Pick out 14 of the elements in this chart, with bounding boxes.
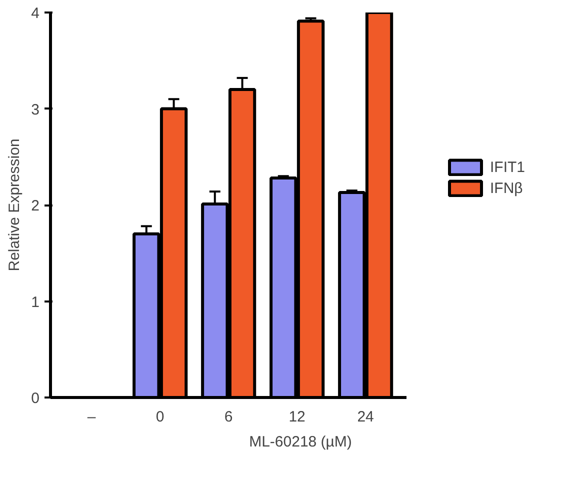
legend-label: IFNβ (490, 180, 523, 196)
y-axis-title: Relative Expression (6, 138, 24, 272)
x-tick-label: 6 (224, 408, 233, 426)
legend-label: IFIT1 (490, 158, 526, 176)
x-tick-label: 12 (288, 408, 306, 426)
x-tick-label: – (87, 408, 96, 426)
y-tick-label: 0 (31, 390, 40, 407)
y-tick-label: 1 (31, 294, 40, 311)
x-axis-title: ML-60218 (µM) (249, 434, 352, 450)
y-tick-label: 2 (31, 198, 40, 214)
x-tick-label: 0 (156, 408, 164, 426)
x-tick-label: 24 (357, 408, 374, 426)
y-tick-label: 4 (31, 5, 40, 22)
y-tick-label: 3 (31, 101, 40, 118)
